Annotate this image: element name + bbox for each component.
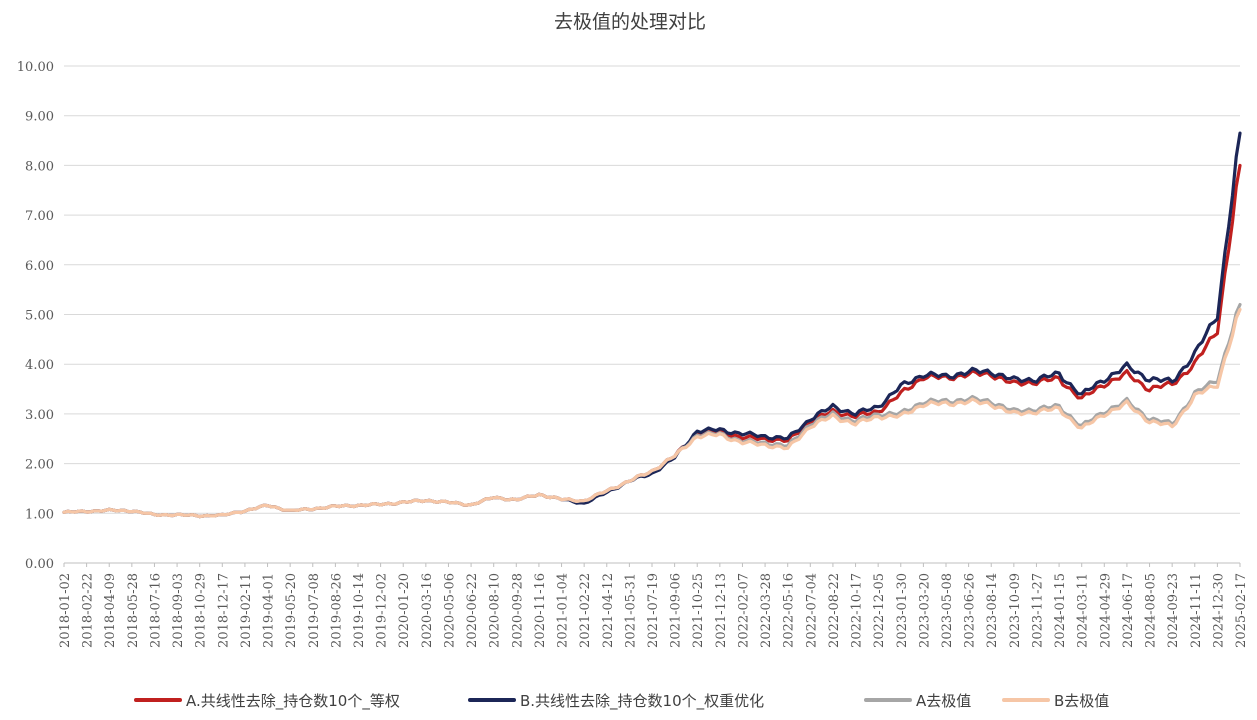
y-axis-ticks: 0.00 1.00 2.00 3.00 4.00 5.00 6.00 7.00 8.00 9.00… (17, 60, 54, 572)
y-tick-label: 9.00 (25, 110, 54, 125)
x-tick-label: 2024-04-29 (1098, 573, 1113, 648)
x-tick-label: 2018-09-03 (171, 573, 186, 648)
x-tick-label: 2024-08-05 (1144, 573, 1159, 648)
x-tick-label: 2020-06-22 (465, 573, 480, 648)
x-tick-label: 2025-02-17 (1234, 573, 1249, 648)
x-tick-label: 2022-03-28 (759, 573, 774, 648)
x-tick-label: 2023-05-08 (940, 573, 955, 648)
x-tick-label: 2018-02-22 (81, 573, 96, 648)
x-tick-label: 2021-02-22 (578, 573, 593, 648)
y-tick-label: 1.00 (25, 507, 54, 522)
chart-title: 去极值的处理对比 (554, 11, 706, 33)
x-tick-label: 2019-02-11 (239, 573, 254, 648)
series-line-1 (62, 131, 1242, 519)
x-tick-label: 2018-01-02 (58, 573, 73, 648)
x-tick-label: 2022-10-17 (850, 573, 865, 648)
y-tick-label: 0.00 (25, 557, 54, 572)
legend: A.共线性去除_持仓数10个_等权 B.共线性去除_持仓数10个_权重优化 A去极值… (134, 692, 1109, 711)
x-tick-label: 2019-10-14 (352, 573, 367, 648)
x-tick-label: 2022-02-07 (736, 573, 751, 648)
x-tick-label: 2024-11-11 (1189, 573, 1204, 648)
series-layer (62, 131, 1242, 519)
x-tick-label: 2022-05-16 (782, 573, 797, 648)
legend-label: B去极值 (1054, 692, 1109, 710)
x-tick-label: 2024-01-15 (1053, 573, 1068, 648)
x-tick-label: 2020-05-06 (442, 573, 457, 648)
x-tick-label: 2020-09-28 (510, 573, 525, 648)
x-tick-label: 2019-04-01 (262, 573, 277, 648)
x-tick-label: 2019-05-20 (284, 573, 299, 648)
x-tick-label: 2024-06-17 (1121, 573, 1136, 648)
x-tick-label: 2019-07-08 (307, 573, 322, 648)
x-tick-label: 2023-06-26 (963, 573, 978, 648)
x-tick-label: 2024-12-30 (1211, 573, 1226, 648)
x-tick-label: 2023-10-09 (1008, 573, 1023, 648)
x-tick-label: 2021-01-04 (556, 573, 571, 648)
y-tick-label: 2.00 (25, 458, 54, 473)
x-tick-label: 2023-08-14 (985, 573, 1000, 648)
x-tick-label: 2021-05-31 (623, 573, 638, 648)
y-tick-label: 4.00 (25, 358, 54, 373)
y-tick-label: 3.00 (25, 408, 54, 423)
x-tick-label: 2023-03-20 (917, 573, 932, 648)
legend-label: A去极值 (916, 692, 971, 710)
x-tick-label: 2018-10-29 (194, 573, 209, 648)
x-tick-label: 2024-03-11 (1076, 573, 1091, 648)
y-tick-label: 10.00 (17, 60, 54, 75)
x-tick-label: 2019-12-02 (375, 573, 390, 648)
x-tick-label: 2020-01-20 (397, 573, 412, 648)
x-tick-label: 2022-12-05 (872, 573, 887, 648)
x-tick-label: 2022-07-04 (804, 573, 819, 648)
x-tick-label: 2020-11-16 (533, 573, 548, 648)
x-tick-label: 2021-10-25 (691, 573, 706, 648)
x-tick-label: 2021-04-12 (601, 573, 616, 648)
series-line-2 (62, 303, 1242, 519)
x-tick-label: 2018-07-16 (148, 573, 163, 648)
y-tick-label: 8.00 (25, 159, 54, 174)
y-tick-label: 6.00 (25, 259, 54, 274)
x-axis-ticks: 2018-01-02 2018-02-22 2018-04-09 2018-05-28… (58, 563, 1249, 648)
grid-layer (64, 65, 1240, 564)
legend-label: A.共线性去除_持仓数10个_等权 (186, 692, 400, 711)
x-tick-label: 2018-12-17 (216, 573, 231, 648)
x-tick-label: 2019-08-26 (329, 573, 344, 648)
x-tick-label: 2021-09-06 (669, 573, 684, 648)
legend-label: B.共线性去除_持仓数10个_权重优化 (520, 692, 764, 711)
x-tick-label: 2024-09-23 (1166, 573, 1181, 648)
x-tick-label: 2023-11-27 (1030, 573, 1045, 648)
x-tick-label: 2021-12-13 (714, 573, 729, 648)
x-tick-label: 2020-03-16 (420, 573, 435, 648)
x-tick-label: 2018-05-28 (126, 573, 141, 648)
y-tick-label: 7.00 (25, 209, 54, 224)
y-tick-label: 5.00 (25, 309, 54, 324)
x-tick-label: 2020-08-10 (488, 573, 503, 648)
x-tick-label: 2022-08-22 (827, 573, 842, 648)
x-tick-label: 2023-01-30 (895, 573, 910, 648)
x-tick-label: 2018-04-09 (103, 573, 118, 648)
x-tick-label: 2021-07-19 (646, 573, 661, 648)
series-line-3 (62, 307, 1242, 519)
